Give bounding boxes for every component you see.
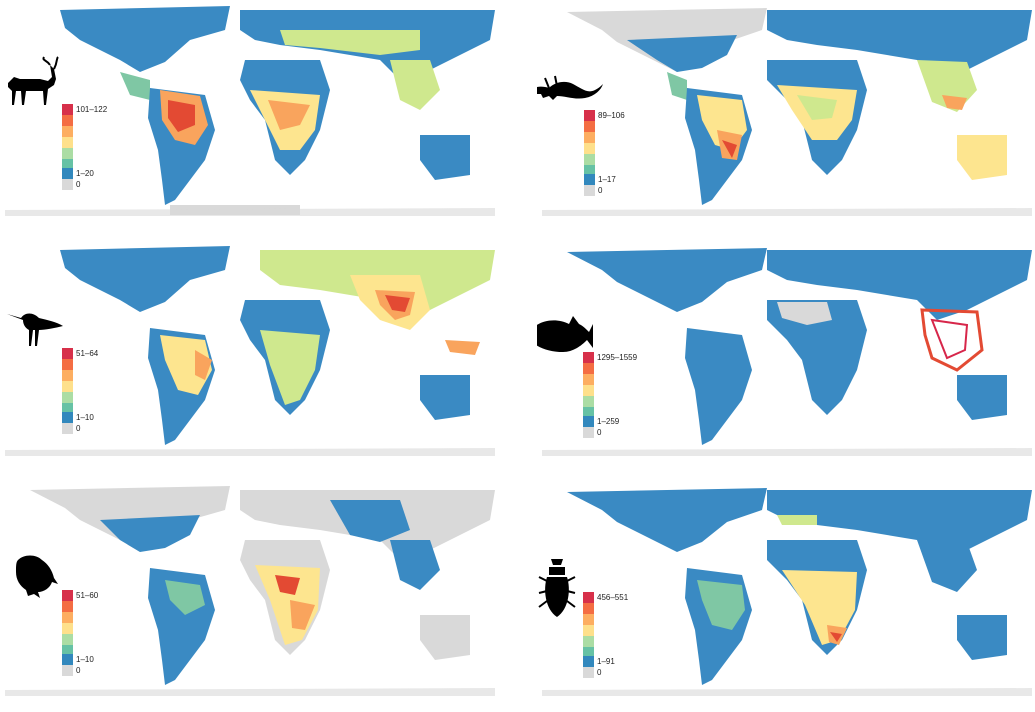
legend-swatch <box>62 654 73 665</box>
legend-swatch <box>583 427 594 438</box>
legend-swatch <box>62 148 73 159</box>
legend-min-label: 1–259 <box>597 417 620 426</box>
legend-min-label: 1–20 <box>76 169 94 178</box>
world-map-mammals <box>5 6 495 216</box>
legend-swatch <box>62 359 73 370</box>
legend-swatch <box>62 665 73 676</box>
legend-swatch <box>62 590 73 601</box>
antelope-icon <box>8 56 59 105</box>
legend-swatch <box>62 601 73 612</box>
legend-swatch <box>583 385 594 396</box>
legend-min-label: 1–10 <box>76 413 94 422</box>
legend-min-label: 1–17 <box>598 175 616 184</box>
legend-zero-label: 0 <box>597 668 602 677</box>
legend-zero-label: 0 <box>76 666 81 675</box>
map-panel-reptiles: 89–106 1–17 0 <box>537 0 1035 222</box>
legend-beetles: 456–551 1–91 0 <box>583 592 663 678</box>
legend-swatch <box>62 115 73 126</box>
legend-swatch <box>583 667 594 678</box>
legend-min-label: 1–10 <box>76 655 94 664</box>
legend-swatch <box>583 656 594 667</box>
legend-max-label: 51–60 <box>76 591 99 600</box>
legend-swatch <box>62 612 73 623</box>
world-map-amphibians <box>5 486 495 696</box>
legend-max-label: 51–64 <box>76 349 99 358</box>
map-panel-fish: 1295–1559 1–259 0 <box>537 240 1035 462</box>
legend-swatch <box>583 363 594 374</box>
legend-swatch <box>62 412 73 423</box>
legend-swatch <box>62 645 73 656</box>
legend-swatch <box>583 603 594 614</box>
legend-swatch <box>583 625 594 636</box>
world-map-beetles <box>542 488 1032 696</box>
legend-swatch <box>62 370 73 381</box>
legend-zero-label: 0 <box>76 180 81 189</box>
legend-swatch <box>583 614 594 625</box>
legend-birds: 51–64 1–10 0 <box>62 348 142 434</box>
legend-swatch <box>62 179 73 190</box>
legend-swatch <box>62 623 73 634</box>
legend-swatch <box>584 110 595 121</box>
fish-icon <box>537 316 593 352</box>
legend-swatch <box>584 121 595 132</box>
legend-zero-label: 0 <box>597 428 602 437</box>
legend-swatch <box>62 381 73 392</box>
legend-max-label: 89–106 <box>598 111 625 120</box>
lizard-icon <box>537 75 603 100</box>
legend-swatch <box>62 126 73 137</box>
legend-swatch <box>62 392 73 403</box>
beetle-icon <box>538 559 576 617</box>
legend-swatch <box>584 174 595 185</box>
legend-swatch <box>62 423 73 434</box>
legend-zero-label: 0 <box>76 424 81 433</box>
legend-swatch <box>62 348 73 359</box>
legend-swatch <box>583 352 594 363</box>
legend-swatch <box>583 647 594 658</box>
legend-swatch <box>584 132 595 143</box>
legend-swatch <box>584 185 595 196</box>
frog-icon <box>16 555 58 598</box>
legend-swatch <box>583 592 594 603</box>
legend-swatch <box>583 396 594 407</box>
legend-amphibians: 51–60 1–10 0 <box>62 590 142 676</box>
legend-zero-label: 0 <box>598 186 603 195</box>
legend-max-label: 456–551 <box>597 593 629 602</box>
legend-swatch <box>62 104 73 115</box>
legend-swatch <box>62 403 73 414</box>
legend-swatch <box>62 634 73 645</box>
world-map-fish <box>542 248 1032 456</box>
legend-swatch <box>584 143 595 154</box>
legend-max-label: 1295–1559 <box>597 353 638 362</box>
world-map-birds <box>5 246 495 456</box>
world-map-reptiles <box>542 8 1032 216</box>
legend-swatch <box>584 154 595 165</box>
map-panel-amphibians: 51–60 1–10 0 <box>0 480 498 702</box>
map-panel-mammals: 101–122 1–20 0 <box>0 0 498 222</box>
legend-swatch <box>584 165 595 176</box>
legend-fish: 1295–1559 1–259 0 <box>583 352 673 438</box>
map-panel-beetles: 456–551 1–91 0 <box>537 480 1035 702</box>
legend-mammals: 101–122 1–20 0 <box>62 104 142 190</box>
legend-swatch <box>62 137 73 148</box>
legend-swatch <box>583 407 594 418</box>
legend-swatch <box>62 168 73 179</box>
legend-reptiles: 89–106 1–17 0 <box>584 110 664 196</box>
shorebird-icon <box>7 313 63 346</box>
legend-swatch <box>62 159 73 170</box>
legend-max-label: 101–122 <box>76 105 108 114</box>
legend-min-label: 1–91 <box>597 657 615 666</box>
legend-swatch <box>583 374 594 385</box>
legend-swatch <box>583 416 594 427</box>
legend-swatch <box>583 636 594 647</box>
map-panel-birds: 51–64 1–10 0 <box>0 240 498 462</box>
